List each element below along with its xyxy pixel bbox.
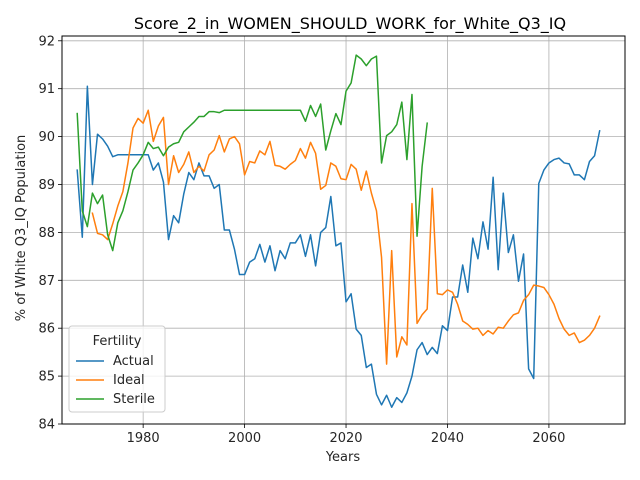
x-tick-label: 2040 [431,431,464,446]
x-tick-label: 1980 [127,431,160,446]
x-tick-label: 2000 [228,431,261,446]
y-tick-label: 89 [38,178,55,193]
y-tick-label: 92 [38,34,55,49]
x-tick-label: 2020 [329,431,362,446]
legend-label-actual: Actual [113,354,154,369]
legend-title: Fertility [93,334,142,349]
y-tick-label: 87 [38,274,55,289]
chart-title: Score_2_in_WOMEN_SHOULD_WORK_for_White_Q… [134,14,566,34]
legend-label-sterile: Sterile [113,392,155,407]
y-tick-label: 90 [38,130,55,145]
x-axis-title: Years [325,450,361,465]
y-axis-title: % of White Q3_IQ Population [14,135,29,322]
legend: Fertility Actual Ideal Sterile [69,326,165,412]
y-tick-label: 88 [38,226,55,241]
y-tick-label: 86 [38,322,55,337]
y-tick-label: 85 [38,370,55,385]
x-tick-label: 2060 [532,431,565,446]
y-tick-label: 84 [38,418,55,433]
legend-label-ideal: Ideal [113,373,145,388]
y-tick-label: 91 [38,82,55,97]
